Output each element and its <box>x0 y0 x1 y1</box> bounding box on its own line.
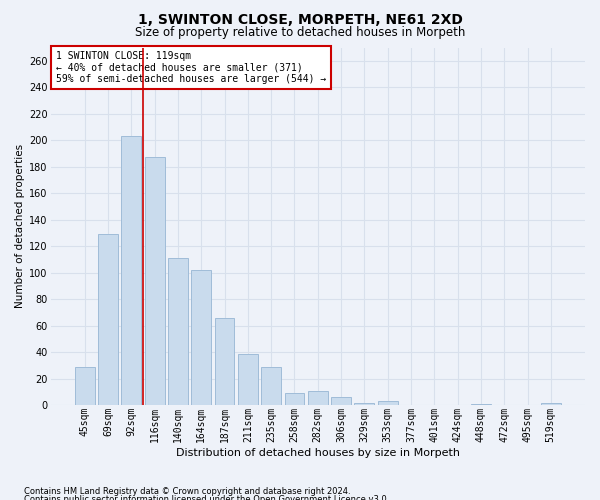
Bar <box>284 394 304 406</box>
Text: 1, SWINTON CLOSE, MORPETH, NE61 2XD: 1, SWINTON CLOSE, MORPETH, NE61 2XD <box>137 12 463 26</box>
Bar <box>541 402 561 406</box>
Bar <box>378 402 398 406</box>
Bar <box>191 270 211 406</box>
Text: Contains public sector information licensed under the Open Government Licence v3: Contains public sector information licen… <box>24 495 389 500</box>
Bar <box>215 318 235 406</box>
Bar <box>308 390 328 406</box>
Bar <box>145 158 164 406</box>
Text: Contains HM Land Registry data © Crown copyright and database right 2024.: Contains HM Land Registry data © Crown c… <box>24 488 350 496</box>
Bar <box>121 136 141 406</box>
Bar <box>331 398 351 406</box>
Bar <box>98 234 118 406</box>
Bar <box>238 354 258 406</box>
Bar <box>75 367 95 406</box>
Bar <box>168 258 188 406</box>
Text: 1 SWINTON CLOSE: 119sqm
← 40% of detached houses are smaller (371)
59% of semi-d: 1 SWINTON CLOSE: 119sqm ← 40% of detache… <box>56 51 326 84</box>
Text: Size of property relative to detached houses in Morpeth: Size of property relative to detached ho… <box>135 26 465 39</box>
X-axis label: Distribution of detached houses by size in Morpeth: Distribution of detached houses by size … <box>176 448 460 458</box>
Bar <box>261 367 281 406</box>
Bar <box>355 402 374 406</box>
Bar <box>471 404 491 406</box>
Y-axis label: Number of detached properties: Number of detached properties <box>15 144 25 308</box>
